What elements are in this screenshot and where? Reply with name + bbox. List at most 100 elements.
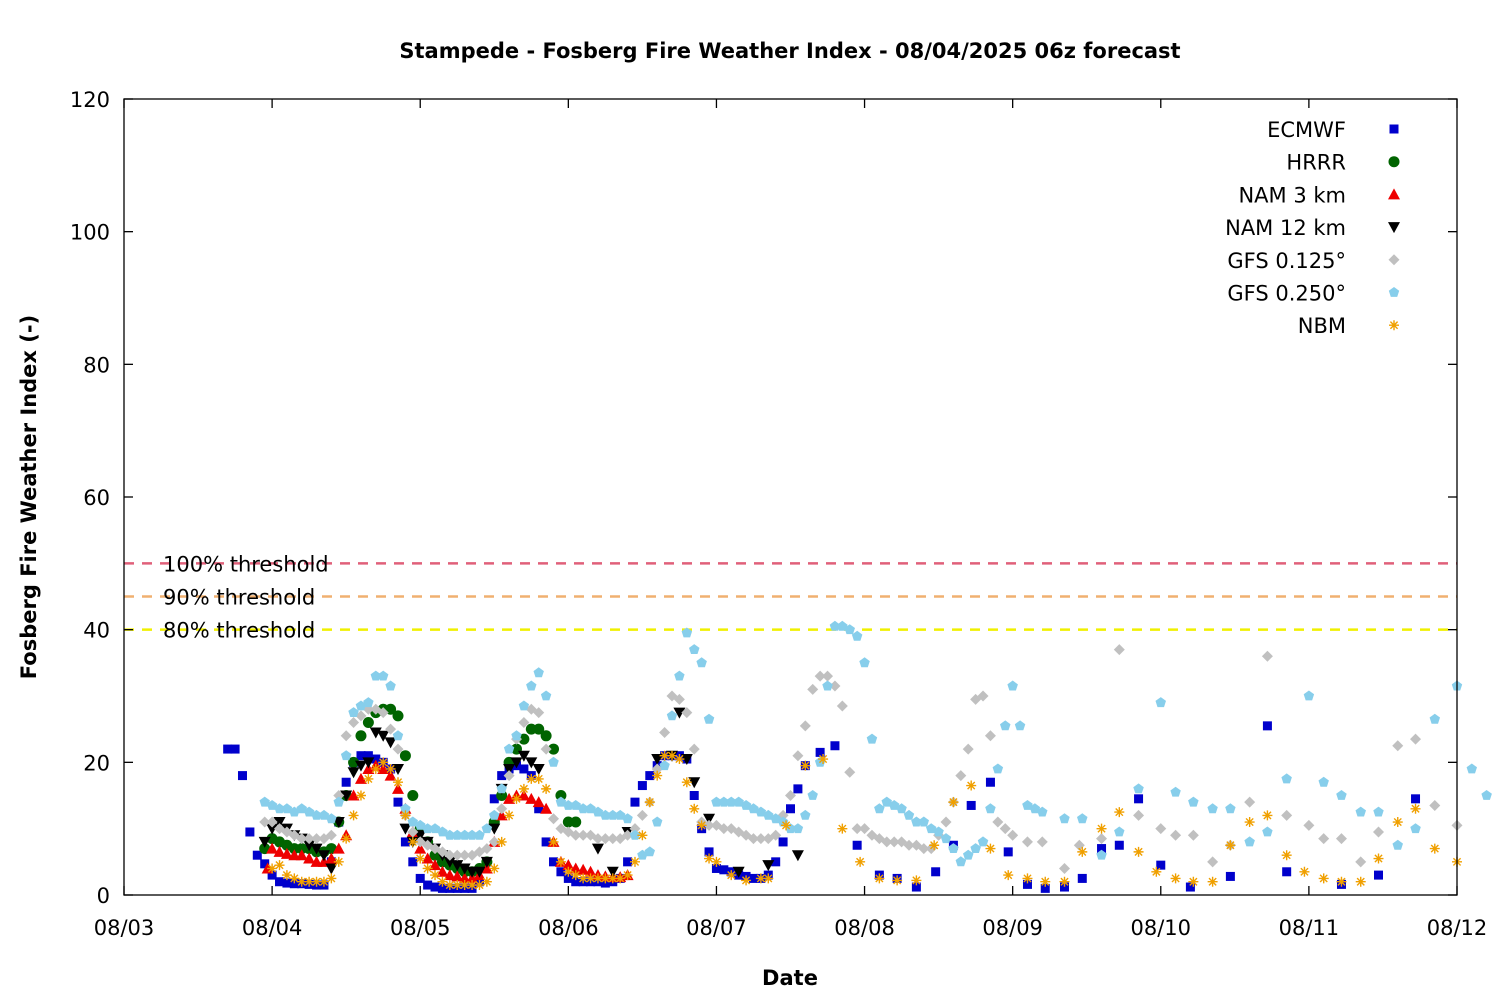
data-point bbox=[548, 756, 559, 767]
data-point bbox=[1429, 799, 1441, 811]
data-point bbox=[570, 816, 582, 828]
data-point bbox=[771, 857, 781, 867]
data-point bbox=[326, 813, 337, 824]
data-point bbox=[377, 707, 389, 719]
data-point bbox=[325, 852, 338, 864]
data-point bbox=[555, 790, 567, 801]
data-point bbox=[503, 770, 515, 782]
data-point bbox=[474, 880, 485, 891]
data-point bbox=[992, 816, 1004, 828]
legend-label: ECMWF bbox=[1267, 118, 1346, 142]
data-point bbox=[348, 756, 360, 768]
data-point bbox=[362, 757, 375, 769]
data-point bbox=[354, 760, 367, 772]
data-point bbox=[1021, 836, 1033, 848]
data-point bbox=[540, 730, 552, 742]
data-point bbox=[755, 833, 767, 845]
data-point bbox=[289, 806, 300, 817]
data-point bbox=[245, 827, 255, 837]
legend-marker bbox=[1389, 124, 1399, 134]
data-point bbox=[837, 823, 848, 834]
data-point bbox=[1096, 849, 1107, 860]
data-point bbox=[393, 777, 404, 788]
data-point bbox=[629, 829, 641, 840]
data-point bbox=[437, 876, 448, 887]
data-point bbox=[1155, 823, 1167, 835]
data-point bbox=[1114, 807, 1125, 818]
data-point bbox=[600, 873, 611, 884]
data-point bbox=[622, 829, 634, 841]
data-point bbox=[333, 790, 345, 801]
data-point bbox=[1318, 833, 1330, 845]
data-point bbox=[549, 857, 559, 867]
data-point bbox=[511, 793, 522, 804]
data-point bbox=[480, 862, 493, 874]
data-point bbox=[591, 843, 604, 855]
data-point bbox=[458, 863, 471, 875]
data-point bbox=[540, 690, 552, 701]
data-point bbox=[963, 849, 974, 860]
data-point bbox=[1225, 871, 1235, 881]
data-point bbox=[1411, 794, 1421, 804]
data-point bbox=[680, 754, 693, 766]
data-point bbox=[1303, 819, 1315, 831]
data-point bbox=[267, 870, 277, 880]
data-point bbox=[355, 790, 366, 801]
data-point bbox=[1170, 786, 1181, 797]
data-point bbox=[1410, 823, 1421, 834]
data-point bbox=[630, 797, 640, 807]
data-point bbox=[955, 770, 967, 782]
data-point bbox=[466, 872, 479, 884]
data-point bbox=[363, 773, 374, 784]
data-point bbox=[289, 879, 299, 889]
y-tick-label: 60 bbox=[83, 486, 110, 510]
data-point bbox=[363, 751, 373, 761]
data-point bbox=[333, 796, 344, 807]
data-point bbox=[940, 833, 952, 844]
data-point bbox=[888, 836, 900, 848]
data-point bbox=[414, 842, 427, 854]
data-point bbox=[1185, 882, 1195, 892]
data-point bbox=[341, 777, 351, 787]
data-point bbox=[259, 816, 271, 828]
data-point bbox=[800, 760, 811, 771]
data-point bbox=[378, 670, 389, 681]
data-point bbox=[548, 743, 560, 755]
data-point bbox=[444, 880, 455, 891]
data-point bbox=[659, 726, 671, 738]
data-point bbox=[807, 683, 819, 695]
data-point bbox=[1373, 806, 1384, 817]
data-point bbox=[829, 620, 841, 631]
data-point bbox=[347, 789, 360, 801]
data-point bbox=[1481, 790, 1492, 800]
data-point bbox=[393, 797, 403, 807]
data-point bbox=[503, 743, 515, 754]
data-point bbox=[363, 697, 374, 708]
data-point bbox=[1225, 840, 1236, 851]
data-point bbox=[510, 757, 523, 769]
data-point bbox=[1156, 860, 1166, 870]
data-point bbox=[385, 680, 396, 691]
data-point bbox=[518, 783, 529, 794]
data-point bbox=[1003, 847, 1013, 857]
data-point bbox=[703, 813, 716, 825]
data-point bbox=[793, 784, 803, 794]
data-point bbox=[881, 836, 893, 848]
data-point bbox=[622, 813, 633, 824]
data-point bbox=[310, 843, 323, 855]
data-point bbox=[807, 790, 818, 800]
data-point bbox=[696, 657, 707, 668]
data-point bbox=[1392, 839, 1403, 850]
data-point bbox=[948, 843, 959, 853]
data-point bbox=[1244, 836, 1255, 847]
data-point bbox=[496, 783, 507, 794]
legend: ECMWF HRRR NAM 3 km NAM 12 km GFS 0.125° GFS … bbox=[1225, 118, 1400, 338]
data-point bbox=[488, 836, 500, 848]
legend-marker bbox=[1388, 254, 1400, 266]
y-tick-label: 20 bbox=[83, 751, 110, 775]
data-point bbox=[1114, 826, 1125, 837]
data-point bbox=[392, 782, 405, 794]
data-point bbox=[407, 826, 419, 838]
data-point bbox=[1113, 644, 1125, 656]
data-point bbox=[711, 856, 722, 867]
